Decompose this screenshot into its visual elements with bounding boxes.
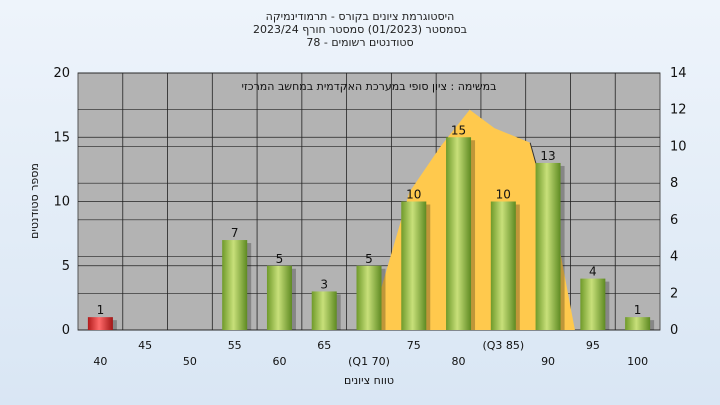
- chart-title-line-3: סטודנטים רשומים - 78: [306, 36, 414, 49]
- bar: [490, 201, 516, 330]
- y2-tick-label: 4: [670, 250, 678, 265]
- data-label: 3: [320, 277, 328, 291]
- bar: [401, 201, 427, 330]
- y-tick-label: 0: [62, 323, 70, 338]
- x-tick-label: 55: [228, 339, 242, 352]
- bar: [535, 162, 561, 330]
- chart-title-line-1: היסטוגרמת ציונים בקורס - תרמודינמיקה: [265, 10, 455, 23]
- y2-tick-label: 8: [670, 176, 678, 191]
- x-tick-label: 50: [183, 355, 197, 368]
- y2-tick-label: 2: [670, 286, 678, 301]
- x-tick-label: 80: [452, 355, 466, 368]
- bar: [356, 265, 382, 330]
- x-tick-label: 100: [627, 355, 648, 368]
- data-labels: 1 7 5 3 5 10 15 10 13 4 1: [97, 123, 642, 317]
- data-label: 13: [540, 149, 555, 163]
- data-label: 5: [276, 252, 284, 266]
- bar: [446, 137, 472, 330]
- x-tick-label: 60: [272, 355, 286, 368]
- y-tick-label: 15: [53, 130, 70, 145]
- chart-title-line-2: בסמסטר (01/2023) סמסטר חורף 2023/24: [253, 23, 467, 36]
- data-label: 7: [231, 226, 239, 240]
- data-label: 4: [589, 265, 597, 279]
- bar: [311, 291, 337, 330]
- data-label: 15: [451, 123, 466, 137]
- y2-tick-label: 14: [670, 66, 687, 81]
- y2-tick-label: 10: [670, 139, 687, 154]
- y-axis-label: מספר סטודנטים: [28, 163, 41, 239]
- x-tick-label: 65: [317, 339, 331, 352]
- bar: [580, 278, 606, 330]
- y2-tick-labels: 0 2 4 6 8 10 12 14: [670, 66, 687, 338]
- y-tick-label: 20: [53, 66, 70, 81]
- x-tick-label: (Q1 70): [348, 355, 390, 368]
- x-tick-label: 90: [541, 355, 555, 368]
- bar: [222, 240, 248, 330]
- x-tick-label: (Q3 85): [482, 339, 524, 352]
- data-label: 10: [406, 188, 421, 202]
- y-tick-label: 5: [62, 259, 70, 274]
- y-tick-label: 10: [53, 195, 70, 210]
- x-tick-label: 45: [138, 339, 152, 352]
- data-label: 10: [496, 188, 511, 202]
- y2-tick-label: 6: [670, 213, 678, 228]
- chart-title: היסטוגרמת ציונים בקורס - תרמודינמיקה בסמ…: [0, 10, 720, 49]
- data-label: 5: [365, 252, 373, 266]
- y-tick-labels: 0 5 10 15 20: [53, 66, 70, 338]
- x-tick-labels: 40 45 50 55 60 65 (Q1 70) 75 80 (Q3 85) 90 95 100: [93, 339, 648, 368]
- y2-tick-label: 12: [670, 103, 687, 118]
- y2-tick-label: 0: [670, 323, 678, 338]
- bars: [87, 137, 655, 330]
- x-tick-label: 75: [407, 339, 421, 352]
- chart-annotation: במשימה : ציון סופי במערכת האקדמית במחשב …: [242, 80, 497, 93]
- data-label: 1: [634, 303, 642, 317]
- data-label: 1: [97, 303, 105, 317]
- bar: [266, 265, 292, 330]
- x-tick-label: 95: [586, 339, 600, 352]
- bar: [625, 317, 651, 330]
- bar: [87, 317, 113, 330]
- x-tick-label: 40: [93, 355, 107, 368]
- x-axis-label: טווח ציונים: [344, 374, 394, 387]
